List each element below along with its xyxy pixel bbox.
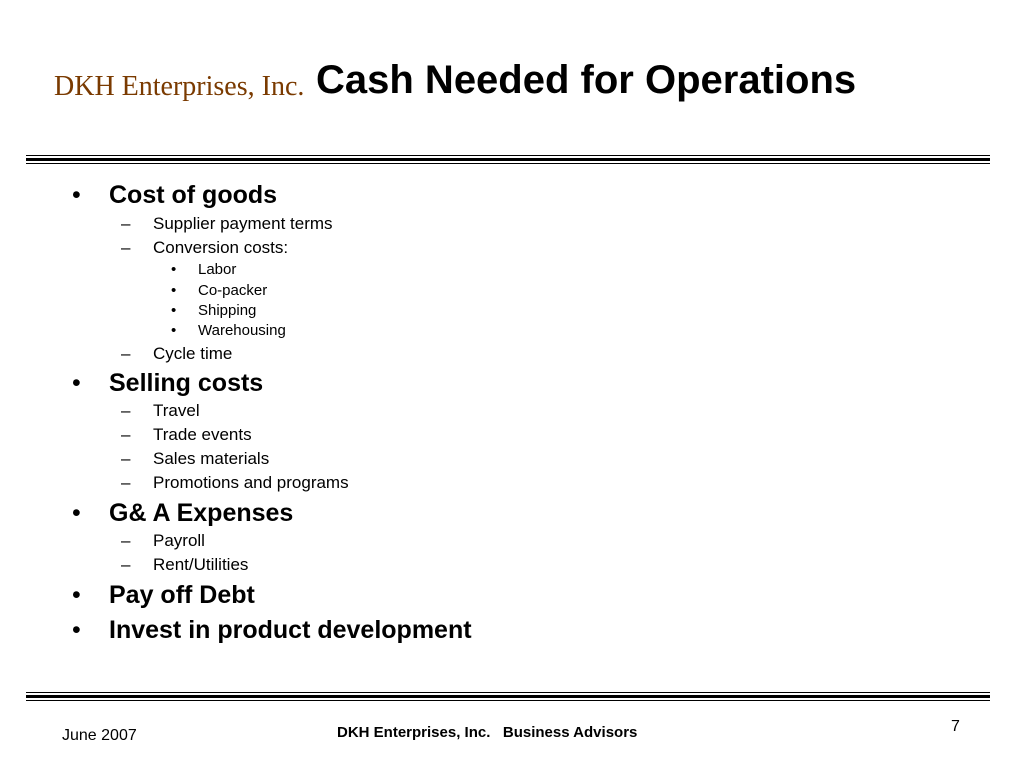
bullet-text: Invest in product development bbox=[109, 616, 472, 644]
sub-bullet-text: Payroll bbox=[153, 531, 205, 550]
dash-marker: – bbox=[121, 238, 131, 257]
company-name: DKH Enterprises, Inc. bbox=[54, 71, 305, 102]
dash-marker: – bbox=[121, 344, 131, 363]
bullet-marker: • bbox=[171, 322, 177, 339]
bullet-marker: • bbox=[72, 369, 81, 397]
bullet-text: Pay off Debt bbox=[109, 581, 255, 609]
sub-sub-bullet-text: Labor bbox=[198, 261, 237, 278]
sub-sub-bullet-text: Co-packer bbox=[198, 282, 268, 299]
bullet-marker: • bbox=[171, 302, 177, 319]
sub-sub-bullet-text: Warehousing bbox=[198, 322, 286, 339]
bullet-text: G& A Expenses bbox=[109, 499, 294, 527]
footer-rule bbox=[26, 692, 990, 704]
dash-marker: – bbox=[121, 473, 131, 492]
dash-marker: – bbox=[121, 449, 131, 468]
dash-marker: – bbox=[121, 531, 131, 550]
sub-bullet-text: Sales materials bbox=[153, 449, 270, 468]
sub-bullet-text: Conversion costs: bbox=[153, 238, 289, 257]
sub-bullet-text: Rent/Utilities bbox=[153, 555, 249, 574]
sub-sub-bullet-text: Shipping bbox=[198, 302, 257, 319]
bullet-marker: • bbox=[72, 616, 81, 644]
bullet-marker: • bbox=[72, 499, 81, 527]
dash-marker: – bbox=[121, 425, 131, 444]
slide-number: 7 bbox=[951, 718, 960, 735]
sub-bullet-text: Cycle time bbox=[153, 344, 233, 363]
bullet-marker: • bbox=[72, 181, 81, 209]
bullet-marker: • bbox=[171, 261, 177, 278]
header-rule bbox=[26, 155, 990, 167]
sub-bullet-text: Trade events bbox=[153, 425, 252, 444]
dash-marker: – bbox=[121, 555, 131, 574]
dash-marker: – bbox=[121, 214, 131, 233]
footer-company-text: DKH Enterprises, Inc. Business Advisors bbox=[337, 724, 638, 741]
sub-bullet-text: Supplier payment terms bbox=[153, 214, 333, 233]
bullet-text: Selling costs bbox=[109, 369, 264, 397]
dash-marker: – bbox=[121, 401, 131, 420]
sub-bullet-text: Promotions and programs bbox=[153, 473, 349, 492]
bullet-marker: • bbox=[72, 581, 81, 609]
footer-date: June 2007 bbox=[62, 727, 137, 744]
slide-title: Cash Needed for Operations bbox=[316, 58, 857, 102]
sub-bullet-text: Travel bbox=[153, 401, 200, 420]
bullet-text: Cost of goods bbox=[109, 181, 278, 209]
bullet-marker: • bbox=[171, 282, 177, 299]
